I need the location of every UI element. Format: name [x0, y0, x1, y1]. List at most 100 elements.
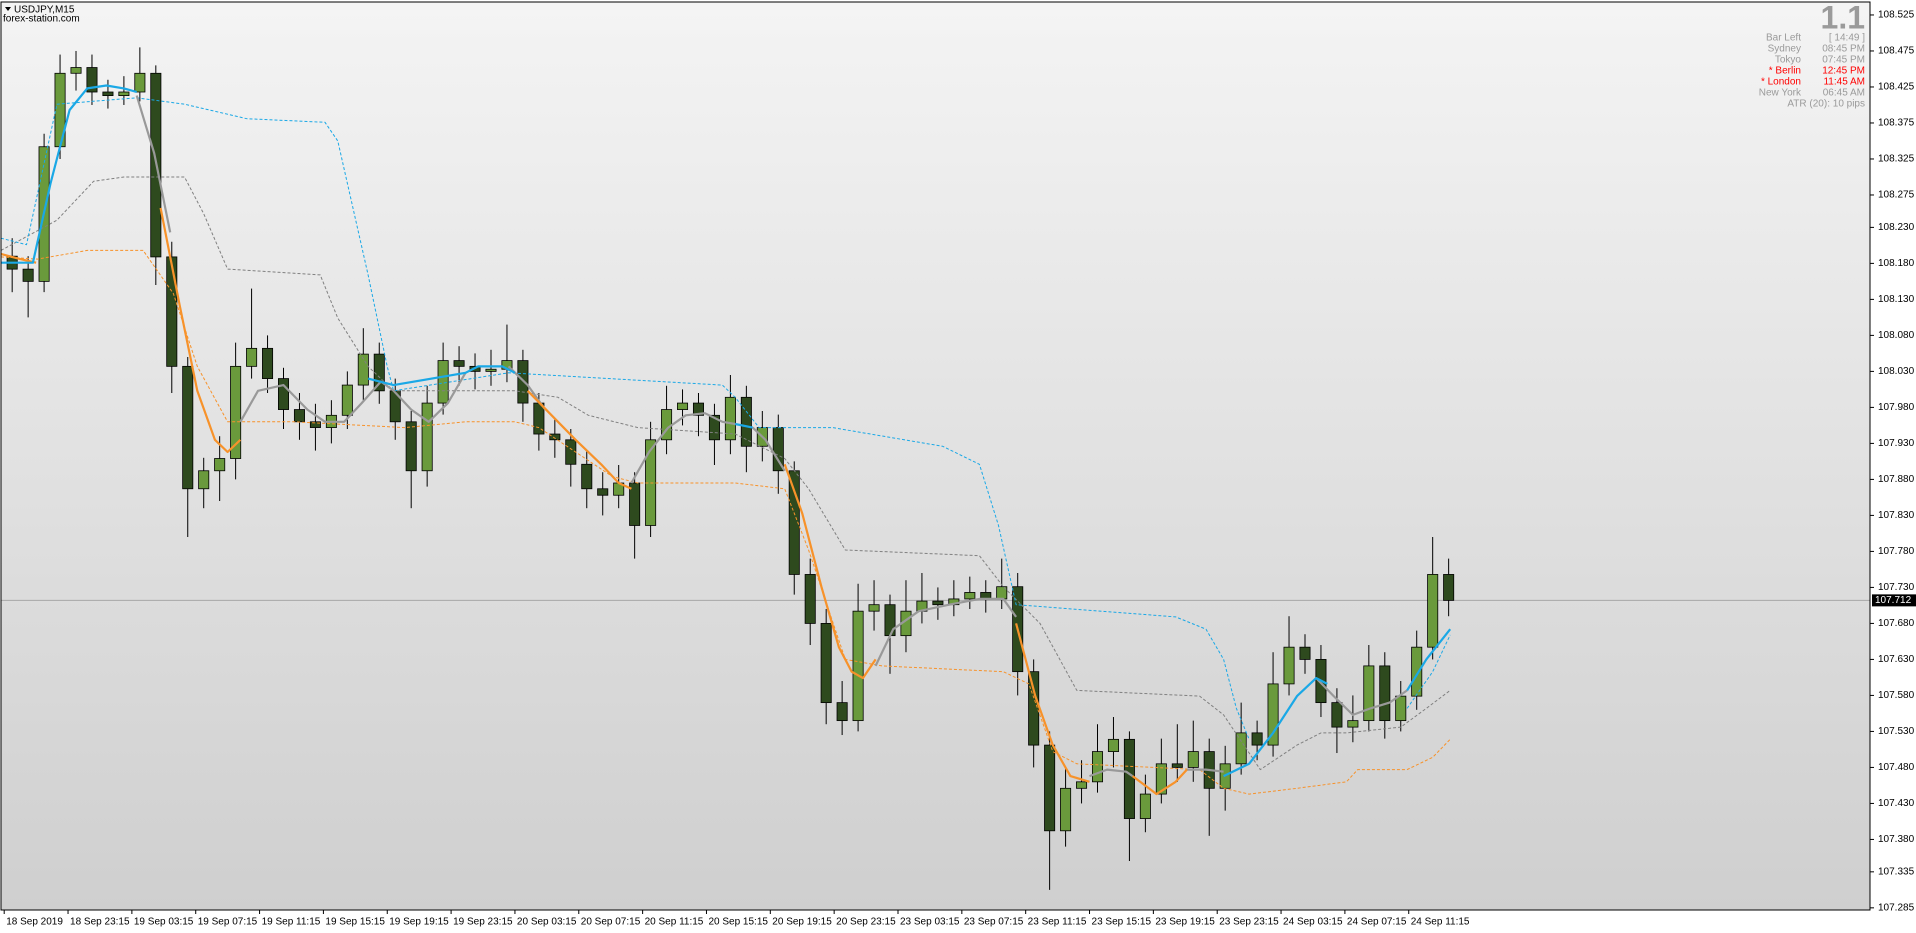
x-tick-label: 23 Sep 19:15 [1155, 917, 1215, 928]
x-tick-label: 18 Sep 23:15 [70, 917, 130, 928]
y-tick-label: 108.475 [1878, 46, 1915, 57]
candle-body [1363, 665, 1375, 722]
x-tick-label: 23 Sep 15:15 [1092, 917, 1152, 928]
candle-body [724, 396, 736, 441]
candle-body [1028, 671, 1040, 746]
y-tick-label: 108.030 [1878, 366, 1915, 377]
candle-body [1395, 695, 1407, 722]
candle-body [692, 402, 704, 416]
info-panel: 1.1 Bar Left [ 14:49 ] Sydney 08:45 PM Tokyo… [1759, 0, 1865, 110]
candle-body [134, 72, 146, 93]
x-tick-label: 19 Sep 15:15 [325, 917, 385, 928]
candle-body [1091, 751, 1104, 783]
x-tick-label: 20 Sep 03:15 [517, 917, 577, 928]
candle-body [1171, 763, 1183, 768]
plot-border [0, 1, 1871, 911]
candle-body [1427, 574, 1439, 648]
y-tick-label: 107.380 [1878, 834, 1915, 845]
candle-body [309, 421, 321, 428]
candle-body [86, 67, 98, 93]
candle-body [1347, 720, 1359, 728]
x-tick-label: 20 Sep 23:15 [836, 917, 896, 928]
x-tick-label: 24 Sep 07:15 [1347, 917, 1407, 928]
y-tick-label: 107.980 [1878, 402, 1915, 413]
candle-body [182, 365, 194, 490]
session-label: Bar Left [1766, 33, 1801, 44]
candle-body [293, 409, 305, 423]
y-tick-label: 107.680 [1878, 618, 1915, 629]
y-tick-label: 107.830 [1878, 510, 1915, 521]
candle-body [708, 414, 720, 441]
candle-body [565, 439, 577, 465]
moving-average [1, 84, 1452, 778]
candle-body [1379, 665, 1391, 722]
candle-body [421, 402, 433, 472]
y-tick-label: 108.375 [1878, 118, 1915, 129]
candle-body [597, 488, 609, 496]
candle-body [884, 604, 896, 637]
session-time: 11:45 AM [1823, 77, 1865, 88]
atr-label: ATR (20): 10 pips [1787, 99, 1865, 110]
session-time: 06:45 AM [1823, 88, 1865, 99]
x-tick-label: 19 Sep 23:15 [453, 917, 513, 928]
candle-body [1107, 738, 1119, 752]
session-time: 07:45 PM [1822, 55, 1865, 66]
candle-body [549, 433, 561, 441]
candle-body [1283, 646, 1295, 685]
y-tick-label: 108.230 [1878, 222, 1915, 233]
candle-body [1139, 793, 1151, 819]
axes: 108.525 108.475 108.425 108.375 108.325 108.2… [3, 10, 1916, 928]
candle-body [964, 592, 976, 600]
y-tick-label: 107.430 [1878, 798, 1915, 809]
y-tick-label: 107.285 [1878, 902, 1915, 913]
y-tick-label: 107.880 [1878, 474, 1915, 485]
candle-body [405, 421, 417, 472]
y-tick-label: 108.080 [1878, 330, 1915, 341]
candle-body [581, 463, 593, 490]
last-price-box [1872, 594, 1916, 607]
session-label: Sydney [1768, 44, 1801, 55]
x-tick-label: 20 Sep 15:15 [708, 917, 768, 928]
candle-body [1076, 781, 1088, 789]
x-tick-label: 19 Sep 11:15 [262, 917, 321, 928]
candle-body [485, 368, 497, 372]
y-tick-label: 107.530 [1878, 726, 1915, 737]
symbol: USDJPY,M15 [14, 5, 75, 16]
band-line [1, 97, 1451, 740]
moving-average [1, 207, 1188, 796]
x-tick-label: 23 Sep 07:15 [964, 917, 1024, 928]
site: forex-station.com [3, 14, 80, 25]
candle-body [1123, 738, 1135, 819]
y-tick-label: 108.180 [1878, 258, 1915, 269]
candle-body [166, 256, 178, 367]
session-label: New York [1759, 88, 1802, 99]
moving-average [135, 95, 1408, 778]
candle-body [118, 91, 130, 97]
x-tick-label: 18 Sep 2019 [6, 917, 63, 928]
candle-body [1411, 646, 1423, 697]
candle-body [1060, 787, 1072, 832]
candle-body [1187, 751, 1199, 768]
x-tick-label: 23 Sep 11:15 [1028, 917, 1087, 928]
y-tick-label: 107.630 [1878, 654, 1915, 665]
x-tick-label: 20 Sep 07:15 [581, 917, 641, 928]
menu-arrow[interactable] [5, 7, 11, 11]
candle-body [246, 347, 258, 367]
x-tick-label: 24 Sep 11:15 [1411, 917, 1470, 928]
x-tick-label: 20 Sep 11:15 [645, 917, 704, 928]
y-tick-label: 107.480 [1878, 762, 1915, 773]
candle-body [740, 396, 752, 447]
y-tick-label: 107.780 [1878, 546, 1915, 557]
last-price-label: 107.712 [1875, 595, 1912, 606]
candle-body [277, 378, 290, 410]
candle-body [1443, 574, 1455, 601]
candle-body [230, 365, 242, 459]
session-label: Tokyo [1775, 55, 1802, 66]
y-tick-label: 108.425 [1878, 82, 1915, 93]
info-value: 1.1 [1821, 0, 1865, 35]
candle-body [1155, 763, 1167, 795]
candle-body [453, 360, 465, 367]
y-tick-label: 108.130 [1878, 294, 1915, 305]
